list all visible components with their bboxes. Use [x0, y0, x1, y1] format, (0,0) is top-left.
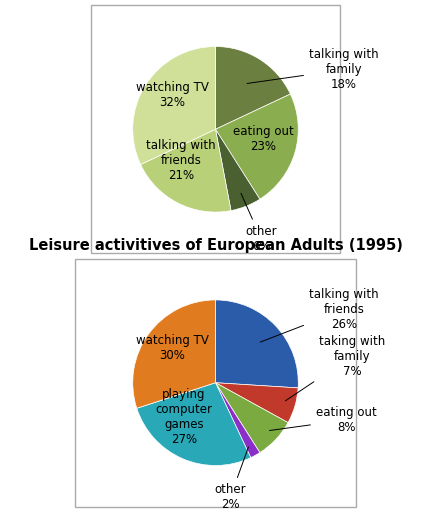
Wedge shape	[140, 129, 230, 212]
Text: eating out
8%: eating out 8%	[269, 406, 376, 434]
Wedge shape	[215, 383, 259, 458]
Wedge shape	[215, 383, 287, 453]
Text: taking with
family
7%: taking with family 7%	[285, 335, 384, 401]
Text: watching TV
32%: watching TV 32%	[136, 80, 209, 109]
Text: talking with
family
18%: talking with family 18%	[246, 48, 378, 91]
Text: playing
computer
games
27%: playing computer games 27%	[155, 389, 212, 446]
Bar	[91, 5, 339, 253]
Wedge shape	[136, 383, 250, 465]
Title: Leisure activitives of European Adults (1995): Leisure activitives of European Adults (…	[28, 238, 402, 253]
Wedge shape	[132, 300, 215, 408]
Text: eating out
23%: eating out 23%	[233, 125, 293, 153]
Wedge shape	[132, 47, 215, 164]
Wedge shape	[215, 300, 298, 388]
Text: other
2%: other 2%	[214, 447, 248, 511]
Bar	[75, 259, 355, 507]
Wedge shape	[215, 94, 298, 199]
Text: watching TV
30%: watching TV 30%	[136, 334, 209, 362]
Text: talking with
friends
26%: talking with friends 26%	[260, 288, 378, 342]
Text: talking with
friends
21%: talking with friends 21%	[146, 139, 215, 182]
Text: other
6%: other 6%	[240, 194, 276, 252]
Wedge shape	[215, 383, 298, 422]
Wedge shape	[215, 129, 259, 210]
Wedge shape	[215, 47, 290, 129]
